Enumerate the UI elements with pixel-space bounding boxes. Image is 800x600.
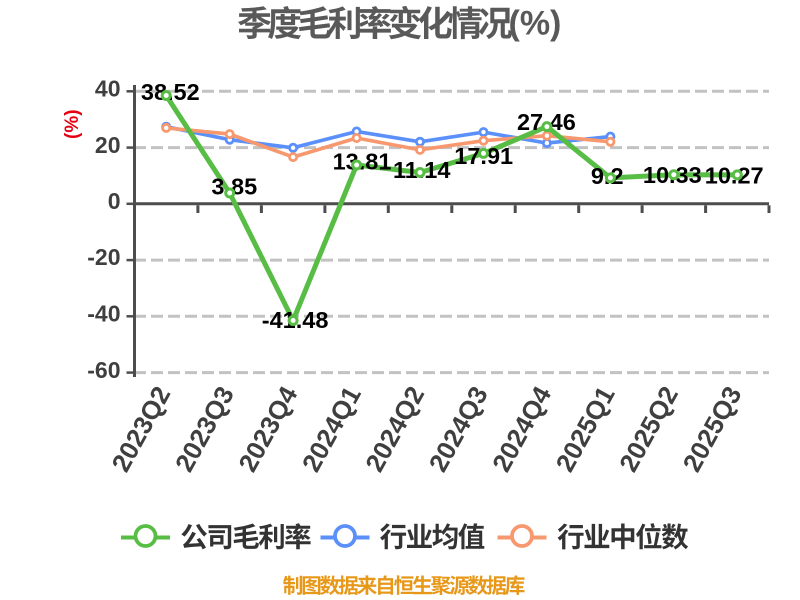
svg-text:40: 40 xyxy=(95,76,121,102)
svg-text:-40: -40 xyxy=(87,301,120,327)
svg-text:-20: -20 xyxy=(87,244,120,270)
svg-text:20: 20 xyxy=(95,132,121,158)
svg-text:-60: -60 xyxy=(87,357,120,383)
svg-text:(%): (%) xyxy=(62,109,83,139)
svg-text:(%): (%) xyxy=(509,4,562,42)
svg-text:0: 0 xyxy=(108,188,121,214)
svg-text:13.81: 13.81 xyxy=(333,148,392,174)
